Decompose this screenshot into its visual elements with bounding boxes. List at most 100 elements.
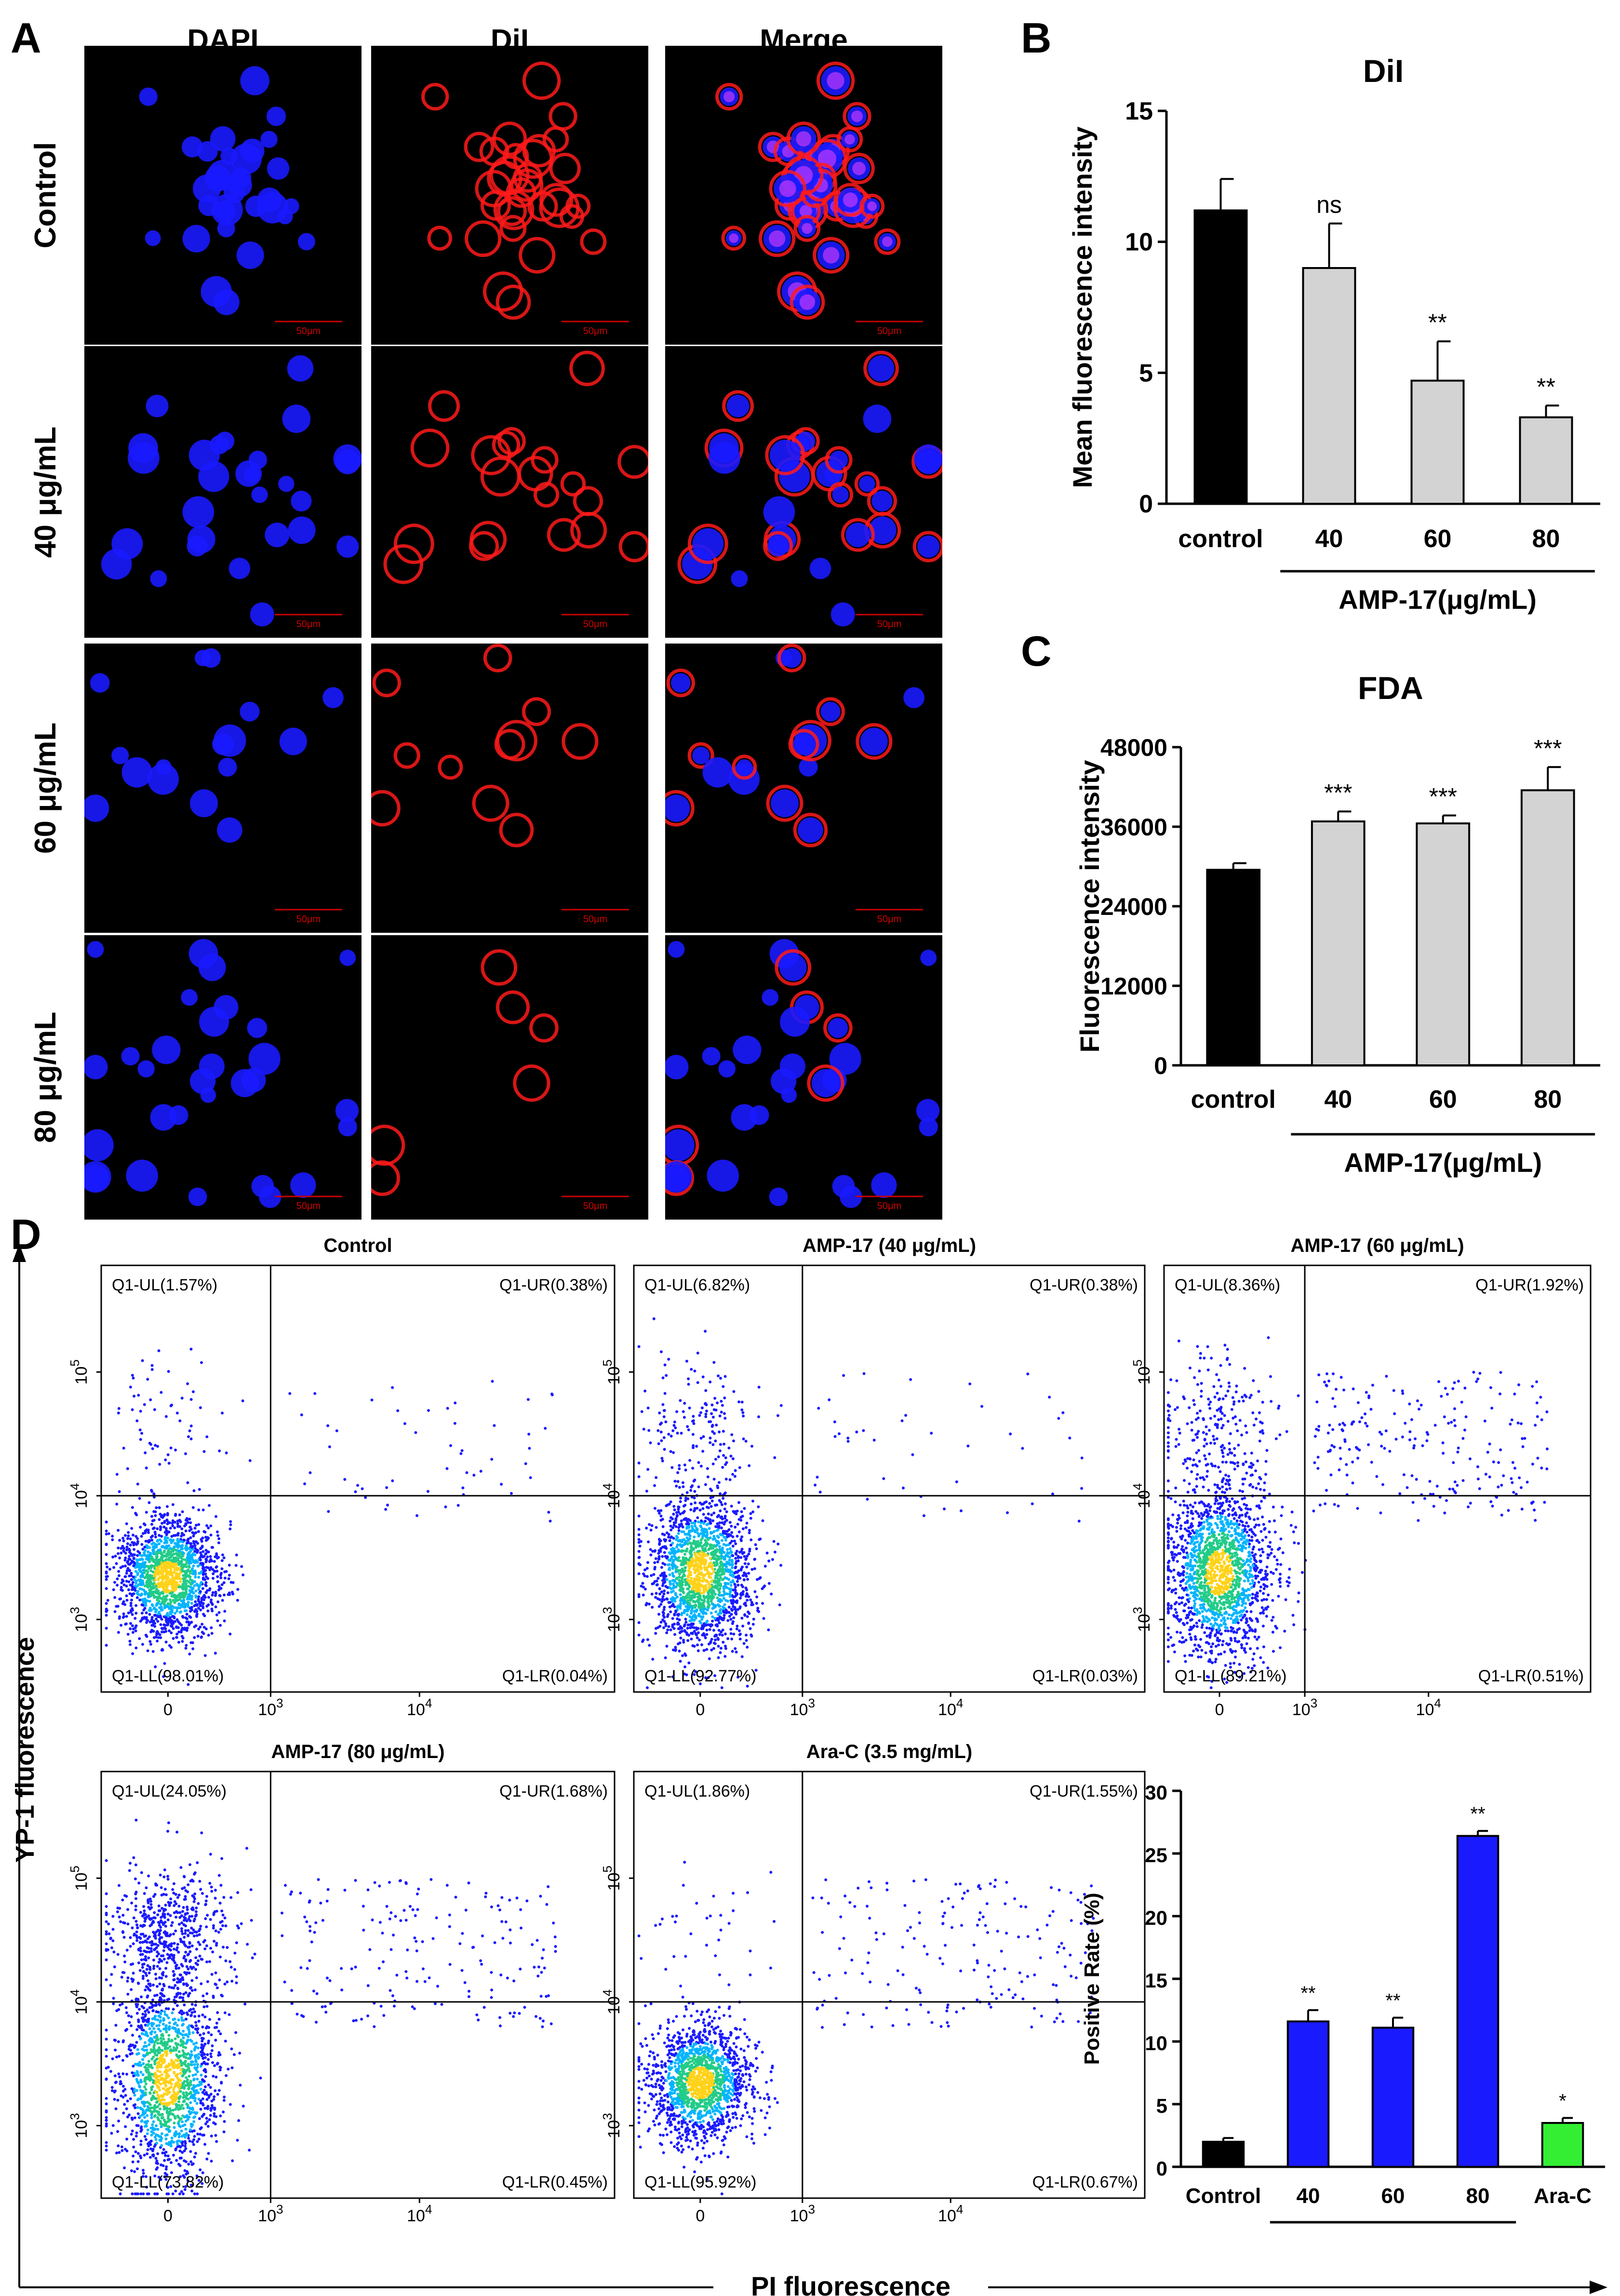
event-dot	[674, 1426, 677, 1430]
event-dot	[132, 1376, 135, 1380]
event-dot	[726, 1548, 729, 1551]
event-dot	[1351, 1460, 1354, 1464]
event-dot	[673, 1605, 676, 1608]
event-dot	[710, 1499, 714, 1503]
event-dot	[1249, 1603, 1252, 1607]
event-dot	[313, 1392, 317, 1395]
event-dot	[718, 1545, 722, 1548]
event-dot	[724, 1477, 728, 1481]
event-dot	[911, 1453, 914, 1456]
event-dot	[158, 1506, 161, 1509]
event-dot	[720, 1686, 723, 1690]
event-dot	[679, 1559, 682, 1563]
event-dot	[1245, 1617, 1248, 1620]
event-dot	[683, 1623, 686, 1626]
event-dot	[688, 1581, 692, 1584]
event-dot	[303, 1482, 307, 1486]
event-dot	[818, 1490, 822, 1494]
event-dot	[708, 1420, 711, 1423]
event-dot	[143, 1593, 147, 1596]
event-dot	[444, 1505, 447, 1509]
event-dot	[127, 1588, 130, 1592]
event-dot	[719, 1532, 722, 1536]
event-dot	[751, 1510, 755, 1514]
event-dot	[343, 1478, 347, 1481]
event-dot	[678, 1650, 681, 1653]
event-dot	[122, 1612, 125, 1615]
event-dot	[162, 1550, 166, 1554]
event-dot	[1229, 1545, 1232, 1549]
event-dot	[662, 1574, 665, 1578]
event-dot	[128, 1639, 132, 1643]
event-dot	[699, 1464, 703, 1468]
event-dot	[1531, 1463, 1534, 1466]
event-dot	[370, 1398, 374, 1402]
event-dot	[738, 1466, 741, 1469]
event-dot	[751, 1499, 754, 1503]
event-dot	[1216, 1565, 1219, 1568]
event-dot	[730, 1540, 734, 1543]
event-dot	[682, 1591, 685, 1595]
y-tick-label: 36000	[1100, 814, 1167, 841]
event-dot	[135, 1543, 138, 1546]
event-dot	[755, 1547, 758, 1550]
event-dot	[719, 1443, 722, 1446]
event-dot	[692, 1419, 695, 1423]
event-dot	[228, 1593, 231, 1596]
event-dot	[746, 1578, 750, 1581]
event-dot	[168, 1521, 172, 1524]
event-dot	[1227, 1381, 1231, 1384]
event-dot	[748, 1549, 751, 1553]
event-dot	[214, 1592, 217, 1595]
event-dot	[127, 1562, 130, 1566]
event-dot	[129, 1643, 132, 1646]
event-dot	[765, 1551, 769, 1555]
event-dot	[740, 1400, 744, 1404]
event-dot	[132, 1575, 135, 1579]
event-dot	[105, 1520, 108, 1524]
event-dot	[1217, 1643, 1220, 1647]
event-dot	[1178, 1504, 1182, 1507]
event-dot	[158, 1595, 161, 1598]
event-dot	[757, 1385, 761, 1389]
event-dot	[692, 1422, 696, 1425]
event-dot	[674, 1592, 677, 1595]
event-dot	[176, 1620, 180, 1624]
event-dot	[143, 1584, 147, 1588]
event-dot	[114, 1555, 117, 1558]
event-dot	[210, 1545, 214, 1549]
event-dot	[685, 1613, 689, 1616]
event-dot	[712, 1361, 716, 1364]
event-dot	[676, 1471, 680, 1475]
event-dot	[725, 1577, 729, 1580]
event-dot	[152, 1586, 155, 1590]
event-dot	[716, 1562, 719, 1566]
event-dot	[715, 1504, 719, 1507]
event-dot	[184, 1605, 187, 1609]
event-dot	[732, 1605, 735, 1608]
event-dot	[236, 1598, 240, 1602]
event-dot	[203, 1614, 206, 1617]
event-dot	[692, 1568, 696, 1571]
event-dot	[730, 1608, 733, 1611]
event-dot	[1196, 1436, 1199, 1439]
event-dot	[1433, 1423, 1437, 1427]
event-dot	[686, 1623, 690, 1626]
event-dot	[152, 1526, 156, 1530]
event-dot	[1452, 1461, 1455, 1464]
event-dot	[669, 1528, 673, 1531]
event-dot	[1245, 1471, 1248, 1475]
event-dot	[180, 1561, 183, 1565]
event-dot	[651, 1582, 654, 1585]
event-dot	[705, 1633, 709, 1636]
event-dot	[653, 1580, 656, 1583]
event-dot	[203, 1654, 207, 1657]
event-dot	[647, 1602, 651, 1606]
event-dot	[138, 1587, 142, 1590]
event-dot	[1051, 1492, 1055, 1496]
event-dot	[675, 1515, 679, 1518]
event-dot	[681, 1629, 684, 1633]
event-dot	[1213, 1414, 1217, 1418]
event-dot	[698, 1585, 701, 1588]
event-dot	[745, 1521, 749, 1525]
